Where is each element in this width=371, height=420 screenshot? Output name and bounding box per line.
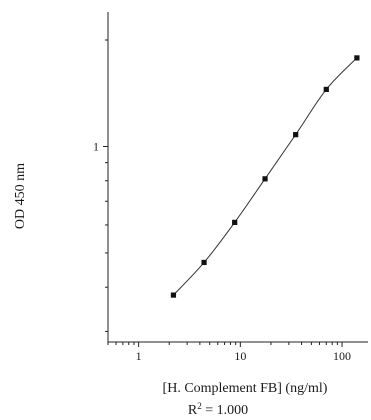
data-point	[201, 260, 206, 265]
axes	[108, 12, 368, 342]
data-point	[262, 176, 267, 181]
r-squared-annotation: R2 = 1.000	[188, 401, 248, 418]
x-tick-label: 1	[136, 349, 142, 363]
data-point	[324, 87, 329, 92]
x-ticks: 1 10 100	[108, 342, 351, 363]
data-point	[354, 55, 359, 60]
r-squared-value: = 1.000	[202, 403, 248, 418]
x-axis-label: [H. Complement FB] (ng/ml)	[163, 381, 328, 396]
data-point	[171, 292, 176, 297]
data-point	[232, 220, 237, 225]
data-points	[171, 55, 360, 297]
y-axis-label: OD 450 nm	[13, 163, 28, 229]
y-ticks: 1	[93, 40, 108, 331]
x-tick-label: 100	[333, 349, 351, 363]
x-tick-label: 10	[234, 349, 246, 363]
data-point	[293, 132, 298, 137]
y-tick-label: 1	[93, 139, 99, 153]
